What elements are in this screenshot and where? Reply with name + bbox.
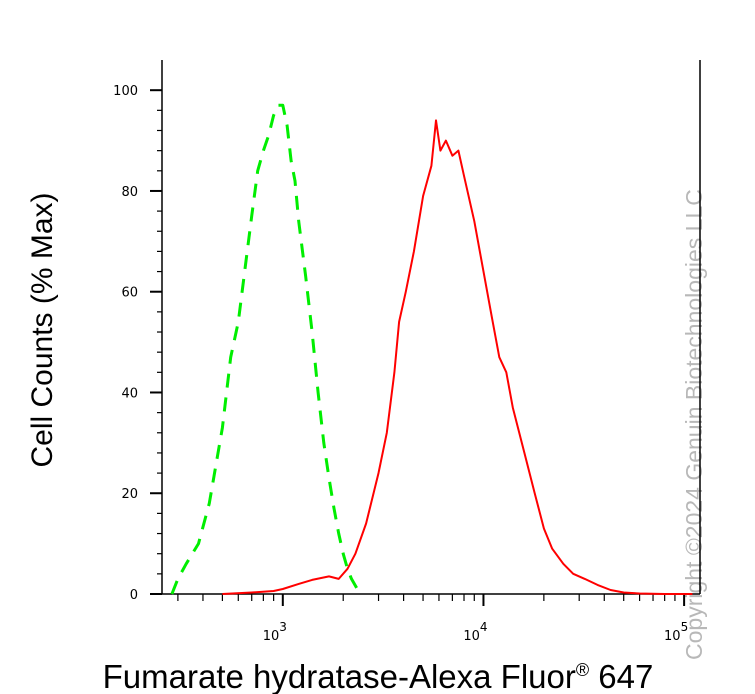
series-line-1	[170, 103, 364, 596]
series-line-2	[222, 119, 693, 595]
y-tick-label: 80	[121, 185, 138, 200]
x-axis-title: Fumarate hydratase-Alexa Fluor® 647	[103, 658, 654, 694]
series-layer	[170, 103, 693, 596]
y-axis-title: Cell Counts (% Max)	[26, 192, 59, 467]
copyright-watermark: Copyright ©2024 Genuin Biotechnologies L…	[681, 189, 707, 660]
x-axis-title-tail: 647	[589, 658, 653, 694]
x-axis-title-main: Fumarate hydratase-Alexa Fluor	[103, 658, 576, 694]
y-tick-label: 60	[121, 286, 138, 301]
axes	[150, 60, 701, 595]
x-tick-label: 103	[263, 620, 287, 644]
y-ticks: 0 20 40 60 80 100	[113, 84, 162, 603]
x-tick-label: 104	[463, 620, 487, 644]
y-tick-label: 100	[113, 84, 138, 99]
x-ticks: 103 104 105	[177, 594, 688, 644]
y-tick-label: 0	[130, 588, 138, 603]
y-tick-label: 40	[121, 386, 138, 401]
x-tick-label: 105	[664, 620, 688, 644]
y-tick-label: 20	[121, 487, 138, 502]
x-axis-title-registered: ®	[576, 660, 589, 680]
